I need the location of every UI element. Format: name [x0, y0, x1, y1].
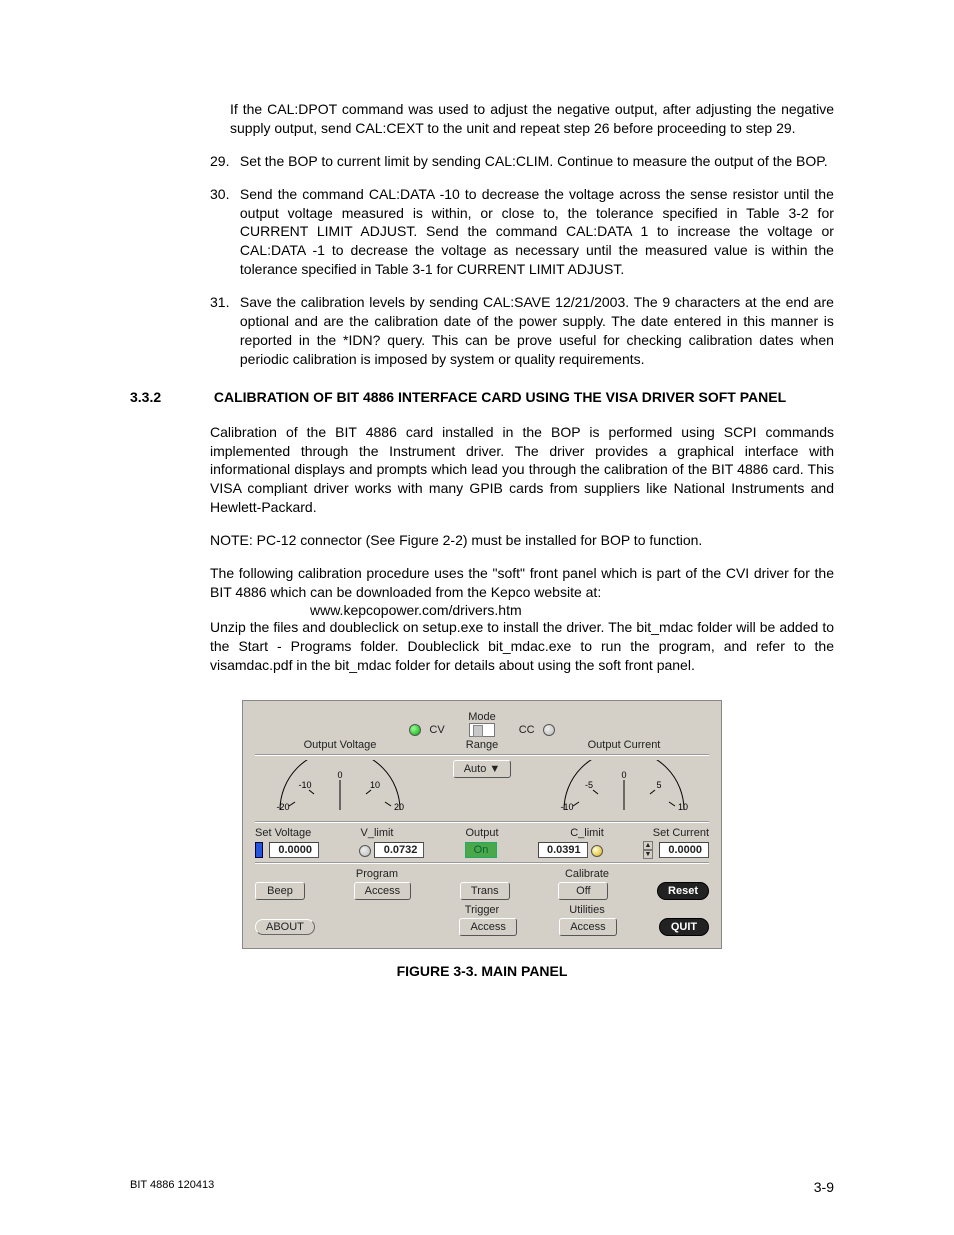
utilities-label: Utilities [543, 904, 631, 916]
set-current-label: Set Current [631, 827, 709, 839]
svg-text:10: 10 [370, 780, 380, 790]
v-limit-label: V_limit [333, 827, 421, 839]
svg-text:0: 0 [621, 770, 626, 780]
reset-button[interactable]: Reset [657, 882, 709, 900]
figure-caption: FIGURE 3-3. MAIN PANEL [130, 963, 834, 979]
svg-text:-5: -5 [585, 780, 593, 790]
svg-text:20: 20 [394, 802, 404, 812]
v-limit-value: 0.0732 [374, 842, 424, 858]
set-voltage-value[interactable]: 0.0000 [269, 842, 319, 858]
range-dropdown[interactable]: Auto ▼ [453, 760, 512, 778]
about-button[interactable]: ABOUT [255, 919, 315, 935]
list-item-29: 29. Set the BOP to current limit by send… [210, 152, 834, 171]
output-on-button[interactable]: On [465, 842, 498, 858]
program-label: Program [333, 868, 421, 880]
svg-text:-10: -10 [560, 802, 573, 812]
divider [255, 862, 709, 864]
figure-wrap: Mode CV CC Output Voltage Range Output C… [130, 700, 834, 979]
step-number: 31. [210, 293, 236, 312]
preamble-text: If the CAL:DPOT command was used to adju… [230, 100, 834, 138]
range-label: Range [425, 739, 539, 751]
trigger-label: Trigger [421, 904, 543, 916]
divider [255, 754, 709, 756]
voltage-stepper[interactable] [255, 842, 263, 858]
c-limit-label: C_limit [543, 827, 631, 839]
set-current-value[interactable]: 0.0000 [659, 842, 709, 858]
section-title: CALIBRATION OF BIT 4886 INTERFACE CARD U… [214, 389, 786, 405]
step-text: Set the BOP to current limit by sending … [240, 152, 834, 171]
trigger-access-button[interactable]: Access [459, 918, 516, 936]
utilities-access-button[interactable]: Access [559, 918, 616, 936]
cv-label: CV [429, 724, 444, 736]
output-current-label: Output Current [539, 739, 709, 751]
divider [255, 821, 709, 823]
trans-button[interactable]: Trans [460, 882, 510, 900]
url-text: www.kepcopower.com/drivers.htm [310, 602, 834, 618]
set-voltage-label: Set Voltage [255, 827, 333, 839]
soft-panel: Mode CV CC Output Voltage Range Output C… [242, 700, 722, 949]
body-paragraph-2a: The following calibration procedure uses… [210, 564, 834, 602]
section-number: 3.3.2 [130, 389, 210, 405]
list-item-30: 30. Send the command CAL:DATA -10 to dec… [210, 185, 834, 279]
step-text: Send the command CAL:DATA -10 to decreas… [240, 185, 834, 279]
body-paragraph-1: Calibration of the BIT 4886 card install… [210, 423, 834, 517]
climit-led-icon [591, 845, 603, 857]
svg-text:5: 5 [656, 780, 661, 790]
cv-led-icon [409, 724, 421, 736]
svg-text:-20: -20 [276, 802, 289, 812]
body-paragraph-3: Unzip the files and doubleclick on setup… [210, 618, 834, 675]
cc-label: CC [519, 724, 535, 736]
calibrate-off-button[interactable]: Off [558, 882, 608, 900]
vlimit-led-icon [359, 845, 371, 857]
mode-label: Mode [468, 711, 496, 723]
current-step-down[interactable]: ▼ [643, 850, 653, 859]
section-heading: 3.3.2 CALIBRATION OF BIT 4886 INTERFACE … [130, 389, 834, 405]
output-label: Output [421, 827, 543, 839]
mode-toggle[interactable] [469, 723, 495, 737]
step-number: 29. [210, 152, 236, 171]
svg-text:-10: -10 [298, 780, 311, 790]
svg-text:0: 0 [337, 770, 342, 780]
quit-button[interactable]: QUIT [659, 918, 709, 936]
list-item-31: 31. Save the calibration levels by sendi… [210, 293, 834, 369]
step-text: Save the calibration levels by sending C… [240, 293, 834, 369]
output-voltage-label: Output Voltage [255, 739, 425, 751]
current-gauge: -10 -5 0 5 10 [539, 760, 709, 818]
step-number: 30. [210, 185, 236, 204]
footer-left: BIT 4886 120413 [130, 1179, 214, 1195]
program-access-button[interactable]: Access [354, 882, 411, 900]
page-footer: BIT 4886 120413 3-9 [130, 1179, 834, 1195]
footer-page-number: 3-9 [814, 1179, 834, 1195]
note-paragraph: NOTE: PC-12 connector (See Figure 2-2) m… [210, 531, 834, 550]
cc-led-icon [543, 724, 555, 736]
calibrate-label: Calibrate [543, 868, 631, 880]
svg-text:10: 10 [678, 802, 688, 812]
voltage-gauge: -20 -10 0 10 20 [255, 760, 425, 818]
c-limit-value: 0.0391 [538, 842, 588, 858]
beep-button[interactable]: Beep [255, 882, 305, 900]
current-step-up[interactable]: ▲ [643, 841, 653, 850]
